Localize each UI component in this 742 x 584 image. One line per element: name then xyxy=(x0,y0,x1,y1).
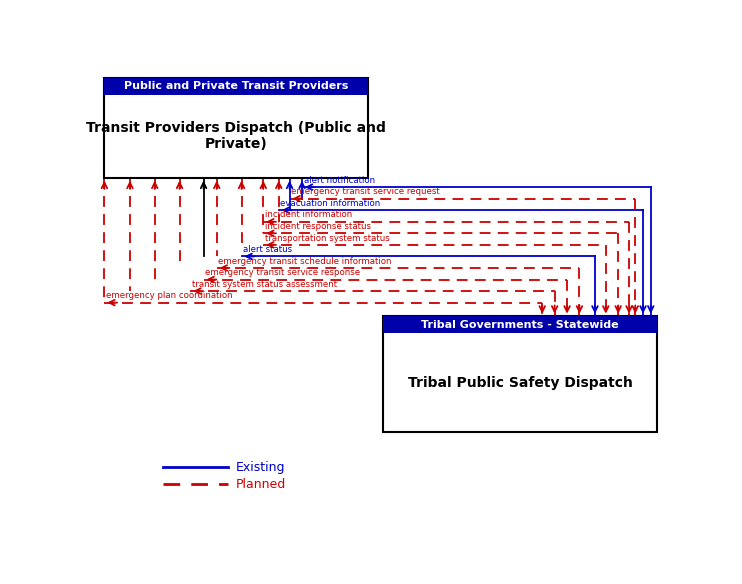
Text: Transit Providers Dispatch (Public and
Private): Transit Providers Dispatch (Public and P… xyxy=(86,121,386,151)
Bar xyxy=(105,78,368,178)
Text: Planned: Planned xyxy=(236,478,286,491)
Text: incident response status: incident response status xyxy=(265,222,371,231)
Text: incident information: incident information xyxy=(265,210,352,220)
Text: emergency transit service request: emergency transit service request xyxy=(291,187,440,196)
Text: transportation system status: transportation system status xyxy=(265,234,390,242)
Text: transit system status assessment: transit system status assessment xyxy=(192,280,337,288)
Text: evacuation information: evacuation information xyxy=(280,199,381,208)
Text: Public and Private Transit Providers: Public and Private Transit Providers xyxy=(124,81,348,91)
Text: Existing: Existing xyxy=(236,461,286,474)
Bar xyxy=(105,78,368,95)
Bar xyxy=(384,317,657,432)
Text: Tribal Public Safety Dispatch: Tribal Public Safety Dispatch xyxy=(407,376,633,390)
Text: Tribal Governments - Statewide: Tribal Governments - Statewide xyxy=(421,320,619,330)
Text: alert notification: alert notification xyxy=(303,176,375,185)
Bar xyxy=(384,317,657,333)
Text: emergency plan coordination: emergency plan coordination xyxy=(106,291,232,300)
Text: alert status: alert status xyxy=(243,245,292,254)
Text: emergency transit schedule information: emergency transit schedule information xyxy=(218,256,392,266)
Text: emergency transit service response: emergency transit service response xyxy=(205,268,361,277)
